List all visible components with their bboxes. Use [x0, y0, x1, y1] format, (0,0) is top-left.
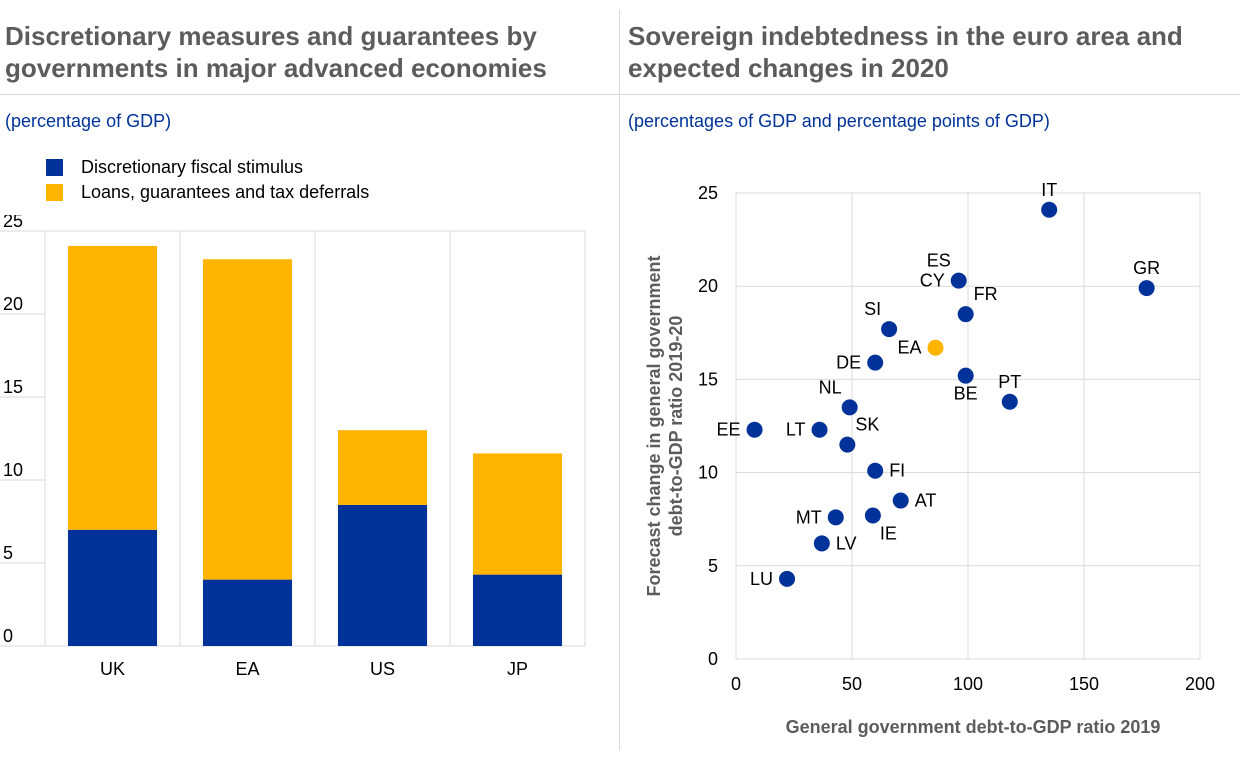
- point-label-pt: PT: [998, 372, 1021, 392]
- y-axis-label-line1: Forecast change in general government: [644, 255, 664, 596]
- point-lt: [811, 421, 828, 438]
- y-tick-label: 10: [698, 463, 718, 483]
- bar-ea-stimulus: [202, 579, 293, 646]
- point-lu: [779, 570, 796, 587]
- point-ea: [927, 339, 944, 356]
- point-label-fr: FR: [974, 284, 998, 304]
- point-ie: [864, 507, 881, 524]
- y-tick-label: 15: [3, 377, 23, 397]
- point-label-ee: EE: [717, 420, 741, 440]
- left-title-divider: [0, 94, 619, 95]
- right-panel-title: Sovereign indebtedness in the euro area …: [628, 20, 1183, 84]
- y-axis-label-line2: debt-to-GDP ratio 2019-20: [666, 316, 686, 537]
- point-label-be: BE: [954, 384, 978, 404]
- point-label-de: DE: [836, 353, 861, 373]
- left-legend: Discretionary fiscal stimulus Loans, gua…: [46, 155, 369, 205]
- bar-uk-loans: [67, 245, 158, 530]
- point-fi: [867, 462, 884, 479]
- left-panel-title: Discretionary measures and guarantees by…: [5, 20, 547, 84]
- x-tick-label: 0: [731, 674, 741, 694]
- point-at: [892, 492, 909, 509]
- legend-item-loans: Loans, guarantees and tax deferrals: [46, 180, 369, 205]
- point-pt: [1001, 393, 1018, 410]
- point-lv: [813, 535, 830, 552]
- point-label-lu: LU: [750, 569, 773, 589]
- point-de: [867, 354, 884, 371]
- bar-jp-stimulus: [472, 574, 563, 646]
- point-label-it: IT: [1041, 180, 1057, 200]
- bar-jp-loans: [472, 453, 563, 575]
- x-tick-label: UK: [100, 659, 125, 679]
- point-label-fi: FI: [889, 461, 905, 481]
- y-tick-label: 0: [3, 626, 13, 646]
- point-es: [950, 272, 967, 289]
- y-tick-label: 10: [3, 460, 23, 480]
- panel-divider: [619, 10, 620, 750]
- bar-us-loans: [337, 430, 428, 505]
- y-tick-label: 5: [708, 556, 718, 576]
- point-be: [957, 367, 974, 384]
- point-label-cy: CY: [920, 271, 945, 291]
- bar-us-stimulus: [337, 504, 428, 646]
- y-axis-label: Forecast change in general government deb…: [644, 255, 686, 596]
- right-title-line1: Sovereign indebtedness in the euro area …: [628, 21, 1183, 51]
- point-gr: [1138, 280, 1155, 297]
- x-tick-label: EA: [235, 659, 259, 679]
- x-tick-label: 200: [1185, 674, 1215, 694]
- x-axis-label: General government debt-to-GDP ratio 201…: [786, 717, 1161, 737]
- point-label-gr: GR: [1133, 258, 1160, 278]
- legend-swatch-loans: [46, 184, 63, 201]
- left-title-line1: Discretionary measures and guarantees by: [5, 21, 537, 51]
- x-tick-label: 50: [842, 674, 862, 694]
- right-title-divider: [620, 94, 1240, 95]
- point-mt: [827, 509, 844, 526]
- point-label-ea: EA: [898, 338, 922, 358]
- point-label-sk: SK: [855, 415, 879, 435]
- y-tick-label: 20: [698, 276, 718, 296]
- bar-uk-stimulus: [67, 529, 158, 646]
- point-label-nl: NL: [819, 377, 842, 397]
- left-title-line2: governments in major advanced economies: [5, 53, 547, 83]
- point-sk: [839, 436, 856, 453]
- y-tick-label: 0: [708, 649, 718, 669]
- y-tick-label: 25: [3, 215, 23, 231]
- y-tick-label: 15: [698, 369, 718, 389]
- point-si: [881, 321, 898, 338]
- point-it: [1041, 201, 1058, 218]
- point-label-es: ES: [927, 251, 951, 271]
- point-label-at: AT: [915, 491, 937, 511]
- right-title-line2: expected changes in 2020: [628, 53, 949, 83]
- point-label-si: SI: [864, 299, 881, 319]
- stacked-bar-chart: 0 5 10 15 20 25 UK EA US JP: [0, 215, 586, 679]
- point-label-ie: IE: [880, 523, 897, 543]
- y-tick-label: 5: [3, 543, 13, 563]
- x-tick-label: JP: [507, 659, 528, 679]
- point-label-mt: MT: [796, 507, 822, 527]
- legend-label-stimulus: Discretionary fiscal stimulus: [81, 157, 304, 177]
- point-fr: [957, 306, 974, 323]
- legend-swatch-stimulus: [46, 159, 63, 176]
- x-tick-label: 100: [953, 674, 983, 694]
- point-label-lv: LV: [836, 533, 857, 553]
- x-tick-label: 150: [1069, 674, 1099, 694]
- bar-ea-loans: [202, 259, 293, 580]
- x-tick-label: US: [370, 659, 395, 679]
- scatter-chart: 0 50 100 150 200 0 5 10 15 20 25 General government…: [644, 180, 1215, 737]
- point-nl: [841, 399, 858, 416]
- legend-label-loans: Loans, guarantees and tax deferrals: [81, 182, 370, 202]
- y-tick-label: 25: [698, 183, 718, 203]
- left-subtitle: (percentage of GDP): [5, 111, 172, 131]
- point-label-lt: LT: [786, 420, 806, 440]
- right-subtitle: (percentages of GDP and percentage point…: [628, 111, 1050, 131]
- y-tick-label: 20: [3, 294, 23, 314]
- point-ee: [746, 421, 763, 438]
- legend-item-stimulus: Discretionary fiscal stimulus: [46, 155, 369, 180]
